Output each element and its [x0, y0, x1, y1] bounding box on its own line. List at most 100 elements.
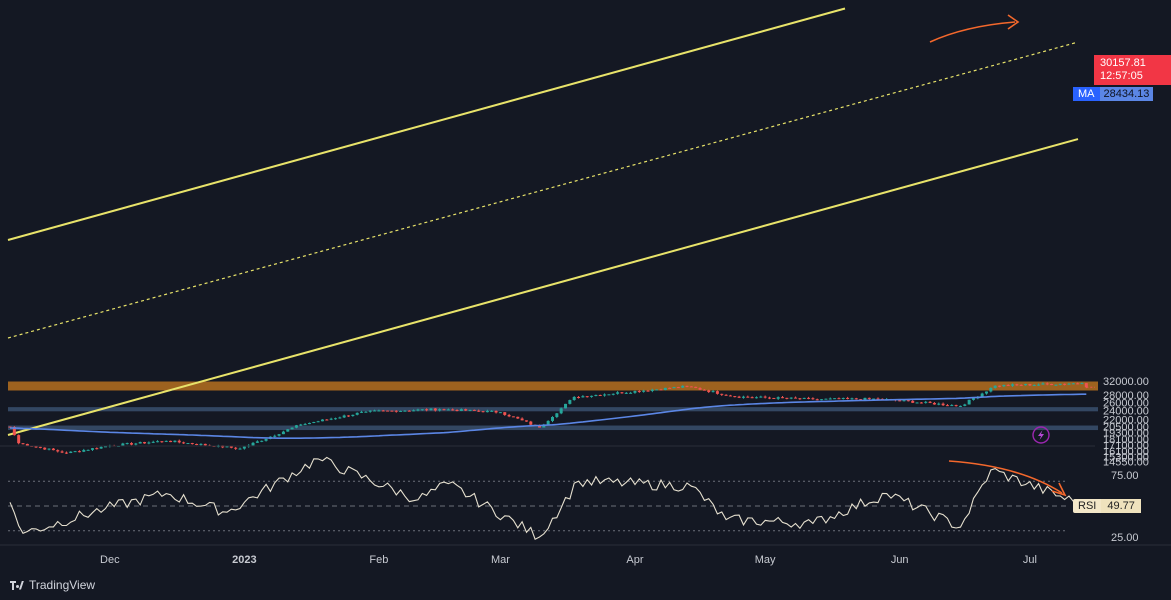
candle-body	[364, 411, 368, 413]
top-arrow-head	[1007, 14, 1020, 30]
candle-body	[815, 399, 819, 401]
candle-body	[503, 412, 507, 415]
candle-body	[416, 409, 420, 411]
candle-body	[290, 427, 294, 430]
candle-body	[442, 409, 446, 411]
time-tick-label: May	[755, 554, 776, 566]
price-tick-label: 17100.00	[1103, 440, 1149, 452]
candle-body	[685, 385, 689, 387]
zone-resistance-0	[8, 381, 1098, 391]
candle-body	[1002, 384, 1006, 387]
candle-body	[464, 409, 468, 411]
candle-body	[794, 397, 798, 399]
candle-body	[581, 396, 585, 398]
time-tick-label: Apr	[626, 554, 643, 566]
candle-body	[659, 389, 663, 391]
candle-body	[169, 440, 173, 443]
candle-body	[316, 421, 320, 423]
candle-body	[754, 397, 758, 399]
candle-body	[663, 387, 667, 390]
candle-body	[459, 409, 463, 411]
candle-body	[147, 442, 151, 444]
candle-body	[303, 424, 307, 426]
candle-body	[490, 410, 494, 412]
candle-body	[711, 391, 715, 393]
price-tick-label: 20500.00	[1103, 422, 1149, 434]
candle-body	[837, 398, 841, 400]
tradingview-logo-text: TradingView	[29, 578, 96, 592]
candle-body	[633, 391, 637, 393]
candle-body	[255, 441, 259, 443]
candle-body	[898, 400, 902, 402]
candle-body	[707, 390, 711, 392]
candle-body	[47, 448, 51, 450]
last-price-tag: 30157.81 12:57:05	[1094, 55, 1171, 85]
candle-body	[143, 442, 147, 444]
candle-body	[156, 441, 160, 443]
candle-body	[294, 425, 298, 428]
candle-body	[915, 402, 919, 404]
candle-body	[51, 448, 55, 451]
ma-tag: MA 28434.13	[1073, 87, 1154, 101]
candle-body	[520, 418, 524, 421]
candle-body	[360, 411, 364, 413]
candle-body	[859, 399, 863, 401]
candle-body	[676, 387, 680, 389]
candle-body	[737, 396, 741, 398]
candle-body	[1058, 383, 1062, 385]
tradingview-logo[interactable]: TradingView	[10, 578, 95, 592]
candle-body	[993, 385, 997, 388]
candle-body	[494, 410, 498, 413]
candle-body	[1050, 384, 1054, 386]
candle-body	[932, 402, 936, 405]
tradingview-logo-icon	[10, 580, 24, 590]
candle-body	[1015, 384, 1019, 386]
price-tick-label: 22000.00	[1103, 414, 1149, 426]
candle-body	[950, 405, 954, 407]
candle-body	[620, 392, 624, 394]
candle-body	[1076, 383, 1080, 385]
ma-label: MA	[1073, 87, 1100, 101]
candle-body	[954, 405, 958, 407]
price-tick-label: 16100.00	[1103, 446, 1149, 458]
candle-body	[56, 450, 60, 452]
candle-body	[811, 398, 815, 400]
candle-body	[781, 397, 785, 399]
candle-body	[820, 399, 824, 401]
candle-body	[281, 431, 285, 435]
price-tick-label: 18100.00	[1103, 434, 1149, 446]
candle-body	[568, 400, 572, 404]
lightning-icon[interactable]	[1032, 426, 1050, 444]
candle-body	[928, 401, 932, 403]
candle-body	[989, 387, 993, 392]
candle-body	[386, 410, 390, 412]
candle-body	[998, 385, 1002, 387]
candle-body	[728, 395, 732, 397]
time-tick-label: 2023	[232, 554, 256, 566]
candle-body	[25, 443, 29, 446]
candle-body	[1054, 384, 1058, 386]
candle-body	[637, 391, 641, 393]
candle-body	[394, 410, 398, 412]
time-tick-label: Jun	[891, 554, 909, 566]
candle-body	[38, 446, 42, 448]
candle-body	[438, 409, 442, 411]
candle-body	[772, 397, 776, 399]
candle-body	[312, 421, 316, 423]
candle-body	[1037, 384, 1041, 386]
time-tick-label: Jul	[1023, 554, 1037, 566]
zones-layer	[8, 381, 1098, 431]
candle-body	[229, 446, 233, 448]
candle-body	[694, 386, 698, 388]
candle-body	[260, 440, 264, 442]
candle-body	[555, 413, 559, 418]
candle-body	[190, 443, 194, 445]
candle-body	[629, 392, 633, 394]
candle-body	[564, 403, 568, 409]
candle-body	[807, 397, 811, 399]
candle-body	[741, 396, 745, 398]
candle-body	[833, 398, 837, 400]
candle-body	[1045, 383, 1049, 385]
